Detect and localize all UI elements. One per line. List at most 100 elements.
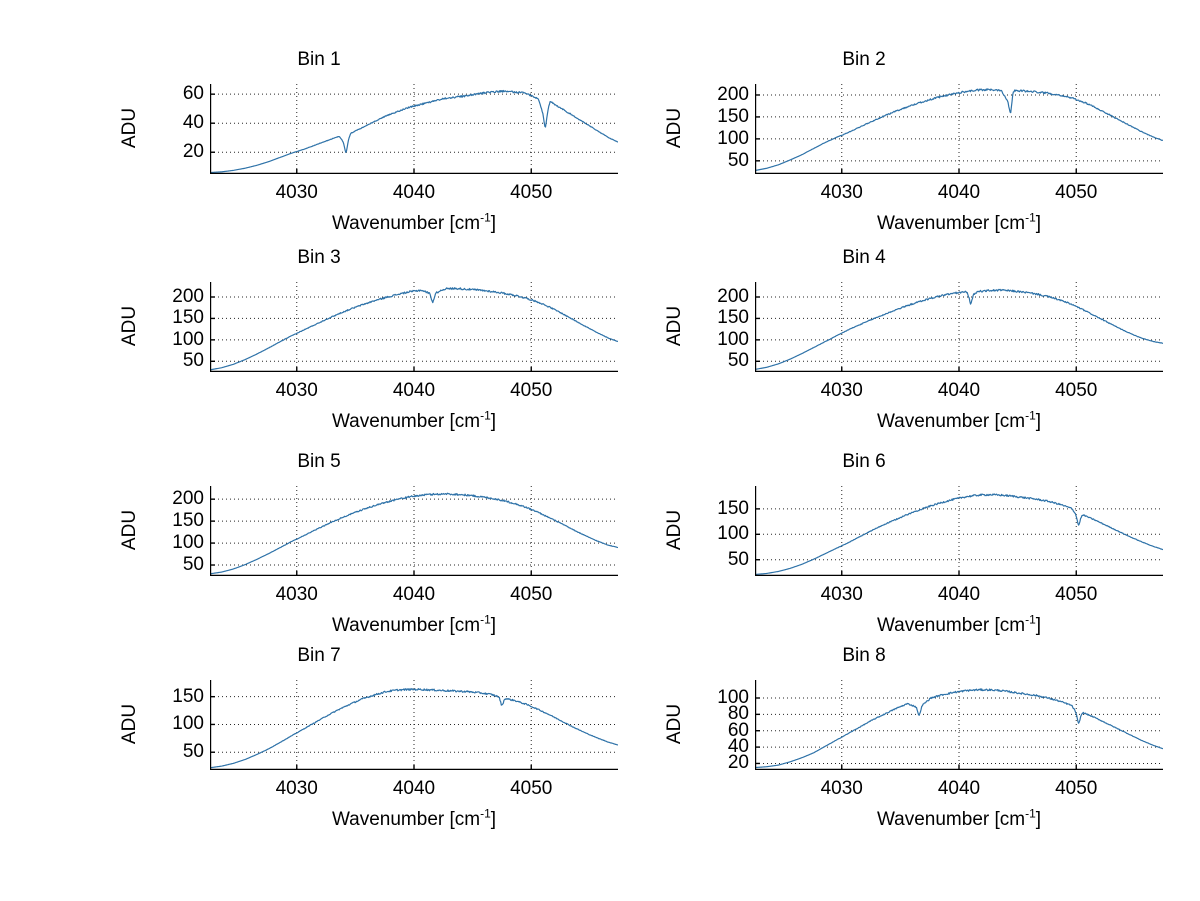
y-axis-label: ADU [664,305,685,347]
subplot-panel: Bin 7 ADU 50 100 150 4030 4040 4050 Wavenumber [… [60,644,660,844]
x-axis-label-bracket: ] [1035,213,1042,234]
y-axis-tick-label: 50 [727,548,749,570]
x-axis-label-main: Wavenumber [cm [331,213,481,234]
y-axis-tick-label: 50 [727,149,749,171]
plot-area [755,84,1163,174]
y-axis-label: ADU [119,107,140,149]
x-axis-tick-label: 4040 [392,380,436,401]
x-axis-label-exponent: -1 [480,612,491,627]
plot-area [755,486,1163,576]
panel-title: Bin 2 [842,49,886,70]
x-axis-label-main: Wavenumber [cm [331,809,481,830]
x-axis-label-main: Wavenumber [cm [876,809,1026,830]
x-axis-tick-label: 4030 [820,380,863,401]
y-axis-tick-label: 200 [717,286,749,307]
x-axis-label-main: Wavenumber [cm [876,615,1026,636]
x-axis-label-exponent: -1 [480,210,491,225]
y-axis-tick-label: 80 [727,703,749,725]
y-axis-tick-label: 40 [727,736,749,758]
x-axis-tick-label: 4030 [820,584,863,605]
panel-title: Bin 6 [842,451,886,472]
y-axis-label: ADU [119,703,140,745]
y-axis-tick-label: 60 [727,719,749,741]
x-axis-label: Wavenumber [cm-1] [210,808,618,832]
x-axis-tick-label: 4030 [275,584,318,605]
x-axis-label: Wavenumber [cm-1] [755,212,1163,236]
x-axis-tick-label: 4030 [820,182,863,203]
x-axis-label-exponent: -1 [1025,806,1036,821]
x-axis-tick-label: 4040 [937,778,981,799]
y-axis-tick-label: 200 [717,83,749,105]
x-axis-tick-label: 4030 [820,778,863,799]
x-axis-label-main: Wavenumber [cm [876,213,1026,234]
x-axis-label: Wavenumber [cm-1] [210,614,618,638]
x-axis-label-bracket: ] [1035,411,1042,432]
x-axis-tick-label: 4040 [937,380,981,401]
x-axis-tick-label: 4040 [937,584,981,605]
y-axis-tick-label: 50 [182,554,204,576]
y-axis-label: ADU [119,509,140,551]
x-axis-label-main: Wavenumber [cm [331,411,481,432]
subplot-panel: Bin 1 ADU 20 40 60 4030 4040 4050 Wavenumber [cm… [60,48,660,248]
x-axis-tick-label: 4030 [275,380,318,401]
x-axis-label-main: Wavenumber [cm [876,411,1026,432]
x-axis-tick-label: 4030 [275,778,318,799]
x-axis-label-exponent: -1 [480,806,491,821]
y-axis-tick-label: 100 [717,127,749,149]
subplot-panel: Bin 5 ADU 50 100 150 200 4030 4040 4050 Wavenumbe… [60,450,660,650]
y-axis-tick-label: 100 [172,532,204,554]
subplot-panel: Bin 6 ADU 50 100 150 4030 4040 4050 Wavenumber [… [605,450,1200,650]
x-axis-tick-label: 4050 [510,778,553,799]
x-axis-tick-label: 4050 [510,182,553,203]
y-axis-label: ADU [664,107,685,149]
plot-area [210,486,618,576]
x-axis-label: Wavenumber [cm-1] [755,808,1163,832]
x-axis-tick-label: 4050 [1055,182,1098,203]
panel-title: Bin 4 [842,247,886,268]
y-axis-tick-label: 150 [717,105,749,127]
panel-title: Bin 8 [842,645,886,666]
panel-title: Bin 1 [297,49,341,70]
y-axis-label: ADU [119,305,140,347]
plot-area [755,680,1163,770]
x-axis-tick-label: 4040 [392,584,436,605]
plot-area [210,84,618,174]
x-axis-tick-label: 4040 [937,182,981,203]
y-axis-tick-label: 150 [717,497,749,519]
x-axis-tick-label: 4050 [1055,778,1098,799]
x-axis-label-bracket: ] [490,411,497,432]
plot-area [210,282,618,372]
y-axis-tick-label: 100 [717,687,749,708]
x-axis-tick-label: 4050 [510,380,553,401]
x-axis-label-exponent: -1 [1025,210,1036,225]
y-axis-label: ADU [664,509,685,551]
x-axis-label-exponent: -1 [1025,612,1036,627]
y-axis-tick-label: 150 [172,307,204,329]
x-axis-label-bracket: ] [1035,615,1042,636]
y-axis-tick-label: 100 [717,328,749,350]
x-axis-label: Wavenumber [cm-1] [210,212,618,236]
y-axis-tick-label: 40 [182,112,204,134]
subplot-panel: Bin 8 ADU 20 40 60 80 100 4030 4040 4050 Wavenumbe… [605,644,1200,844]
x-axis-tick-label: 4050 [510,584,553,605]
plot-area [755,282,1163,372]
y-axis-tick-label: 200 [172,488,204,510]
y-axis-tick-label: 100 [172,328,204,350]
x-axis-tick-label: 4040 [392,182,436,203]
y-axis-tick-label: 20 [727,752,749,774]
x-axis-label: Wavenumber [cm-1] [755,614,1163,638]
panel-title: Bin 5 [297,451,341,472]
x-axis-label-exponent: -1 [480,408,491,423]
x-axis-label-bracket: ] [1035,809,1042,830]
y-axis-tick-label: 200 [172,286,204,307]
y-axis-tick-label: 50 [182,741,204,763]
x-axis-tick-label: 4050 [1055,380,1098,401]
panel-title: Bin 3 [297,247,341,268]
panel-title: Bin 7 [297,645,341,666]
x-axis-label: Wavenumber [cm-1] [755,410,1163,434]
subplot-panel: Bin 4 ADU 50 100 150 200 4030 4040 4050 Wavenumbe… [605,246,1200,446]
y-axis-tick-label: 60 [182,83,204,105]
y-axis-tick-label: 150 [717,307,749,329]
x-axis-label: Wavenumber [cm-1] [210,410,618,434]
y-axis-tick-label: 50 [182,350,204,372]
